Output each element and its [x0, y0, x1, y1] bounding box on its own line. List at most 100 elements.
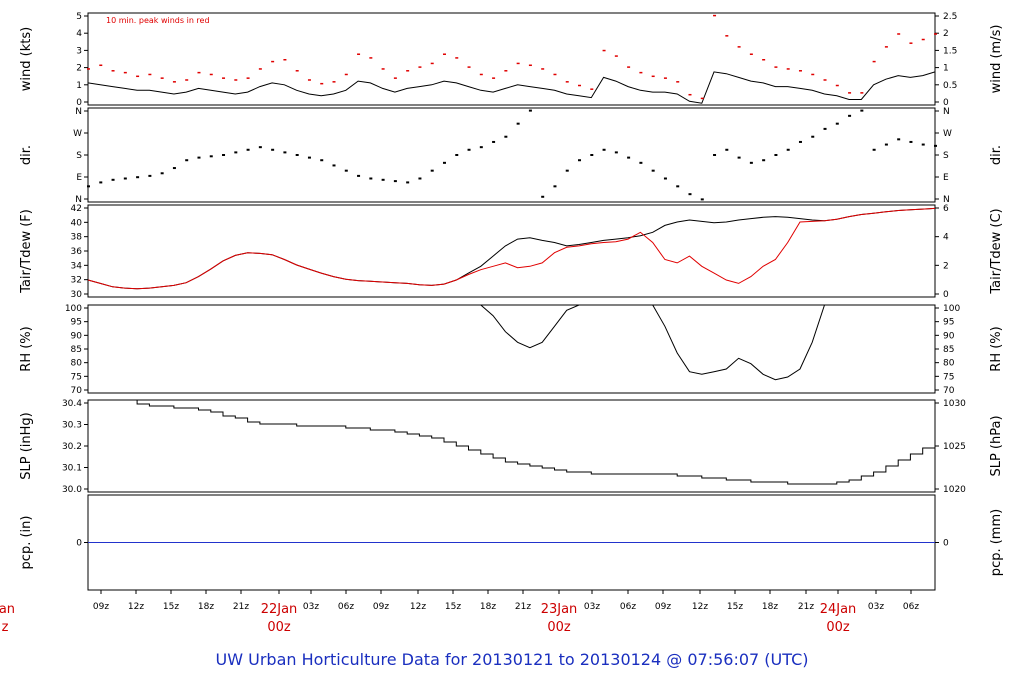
peak-wind-point [848, 92, 852, 94]
panel-ylabel-pcp: pcp. (in) [19, 516, 34, 570]
xtick-label: 21z [515, 602, 531, 612]
peak-wind-point [246, 77, 250, 79]
dir-point [136, 176, 140, 179]
dir-point [614, 151, 618, 154]
peak-wind-point [136, 75, 140, 78]
peak-wind-point [749, 53, 753, 55]
ytick-label-slp: 30.0 [62, 485, 82, 495]
peak-wind-point [798, 70, 802, 72]
peak-wind-point [835, 84, 839, 87]
peak-wind-point [209, 73, 213, 76]
ytick-label-rh: 80 [71, 359, 83, 369]
peak-wind-point [406, 70, 410, 72]
peak-wind-point [663, 77, 667, 79]
panel-frame-temp [87, 204, 936, 298]
peak-wind-point [897, 33, 901, 35]
ytick-label-wind: 5 [76, 12, 82, 22]
ytick-right-label-rh: 80 [943, 359, 955, 369]
peak-wind-point [258, 68, 262, 70]
dir-point [393, 180, 397, 183]
xtick-label: 06z [620, 602, 636, 612]
xtick-label: 18z [198, 602, 214, 612]
dir-point [504, 135, 508, 138]
peak-wind-point [700, 97, 704, 100]
ytick-right-label-dir: S [943, 151, 949, 161]
day-hour-label: 00z [826, 620, 850, 635]
peak-wind-point [934, 33, 937, 35]
xtick-label: 09z [655, 602, 671, 612]
xtick-label: 12z [410, 602, 426, 612]
dir-point [578, 159, 582, 162]
ytick-label-pcp: 0 [76, 539, 82, 549]
dir-point [921, 143, 925, 146]
peak-wind-point [774, 66, 778, 68]
panel-ylabel-right-pcp: pcp. (mm) [989, 509, 1004, 576]
xtick-label: 03z [584, 602, 600, 612]
peak-wind-point [553, 73, 557, 76]
xtick-label: 09z [373, 602, 389, 612]
ytick-label-slp: 30.1 [62, 464, 82, 474]
peak-wind-point [786, 68, 790, 70]
peak-wind-point [872, 60, 876, 63]
ytick-label-slp: 30.4 [62, 399, 82, 409]
ytick-label-dir: E [76, 173, 82, 183]
day-label-edge: Jan [0, 602, 15, 617]
dir-point [835, 122, 839, 125]
panel-frame-rh [87, 304, 936, 394]
panel-ylabel-right-dir: dir. [989, 145, 1004, 165]
peak-wind-point [676, 81, 680, 83]
ytick-right-label-wind: 2.5 [943, 12, 957, 22]
dir-point [87, 185, 90, 188]
xtick-label: 18z [480, 602, 496, 612]
panel-ylabel-wind: wind (kts) [19, 27, 34, 91]
ytick-label-dir: W [73, 129, 82, 139]
peak-wind-point [860, 92, 864, 94]
panel-ylabel-right-slp: SLP (hPa) [989, 415, 1004, 476]
peak-wind-point [99, 64, 103, 67]
dir-point [639, 161, 643, 164]
dir-point [271, 148, 275, 151]
dir-point [700, 198, 704, 201]
dir-point [565, 169, 569, 172]
peak-wind-point [884, 46, 888, 48]
ytick-right-label-rh: 85 [943, 345, 954, 355]
ytick-right-label-pcp: 0 [943, 539, 949, 549]
dir-point [357, 174, 361, 177]
dir-point [651, 169, 655, 172]
xtick-label: 12z [692, 602, 708, 612]
ytick-label-wind: 3 [76, 46, 82, 56]
dir-point [209, 155, 213, 158]
day-label: 23Jan [541, 602, 578, 617]
dir-point [111, 178, 115, 181]
dir-point [725, 148, 729, 151]
dir-point [172, 167, 176, 170]
dir-point [234, 151, 238, 154]
peak-wind-point [307, 79, 311, 81]
dir-point [430, 169, 434, 172]
dir-point [479, 146, 483, 149]
day-hour-label: 00z [547, 620, 571, 635]
ytick-label-temp: 38 [71, 233, 83, 243]
peak-wind-point [541, 68, 545, 70]
dir-point [860, 109, 864, 112]
dir-point [541, 195, 545, 198]
dir-point [762, 159, 766, 162]
ytick-right-label-dir: W [943, 129, 952, 139]
ytick-right-label-rh: 70 [943, 386, 955, 396]
xtick-label: 15z [445, 602, 461, 612]
peak-wind-point [614, 55, 618, 57]
ytick-right-label-wind: 0 [943, 98, 949, 108]
day-label: 24Jan [820, 602, 857, 617]
ytick-label-temp: 30 [71, 290, 83, 300]
peak-wind-point [418, 66, 422, 68]
panel-ylabel-right-rh: RH (%) [989, 326, 1004, 371]
dir-point [258, 146, 262, 149]
peak-wind-point [393, 77, 397, 79]
ytick-right-label-rh: 100 [943, 304, 960, 314]
dir-point [123, 177, 127, 180]
ytick-right-label-rh: 95 [943, 318, 954, 328]
ytick-right-label-wind: 1.5 [943, 46, 957, 56]
series-line-rh-0 [88, 304, 935, 381]
peak-wind-point [909, 42, 913, 44]
